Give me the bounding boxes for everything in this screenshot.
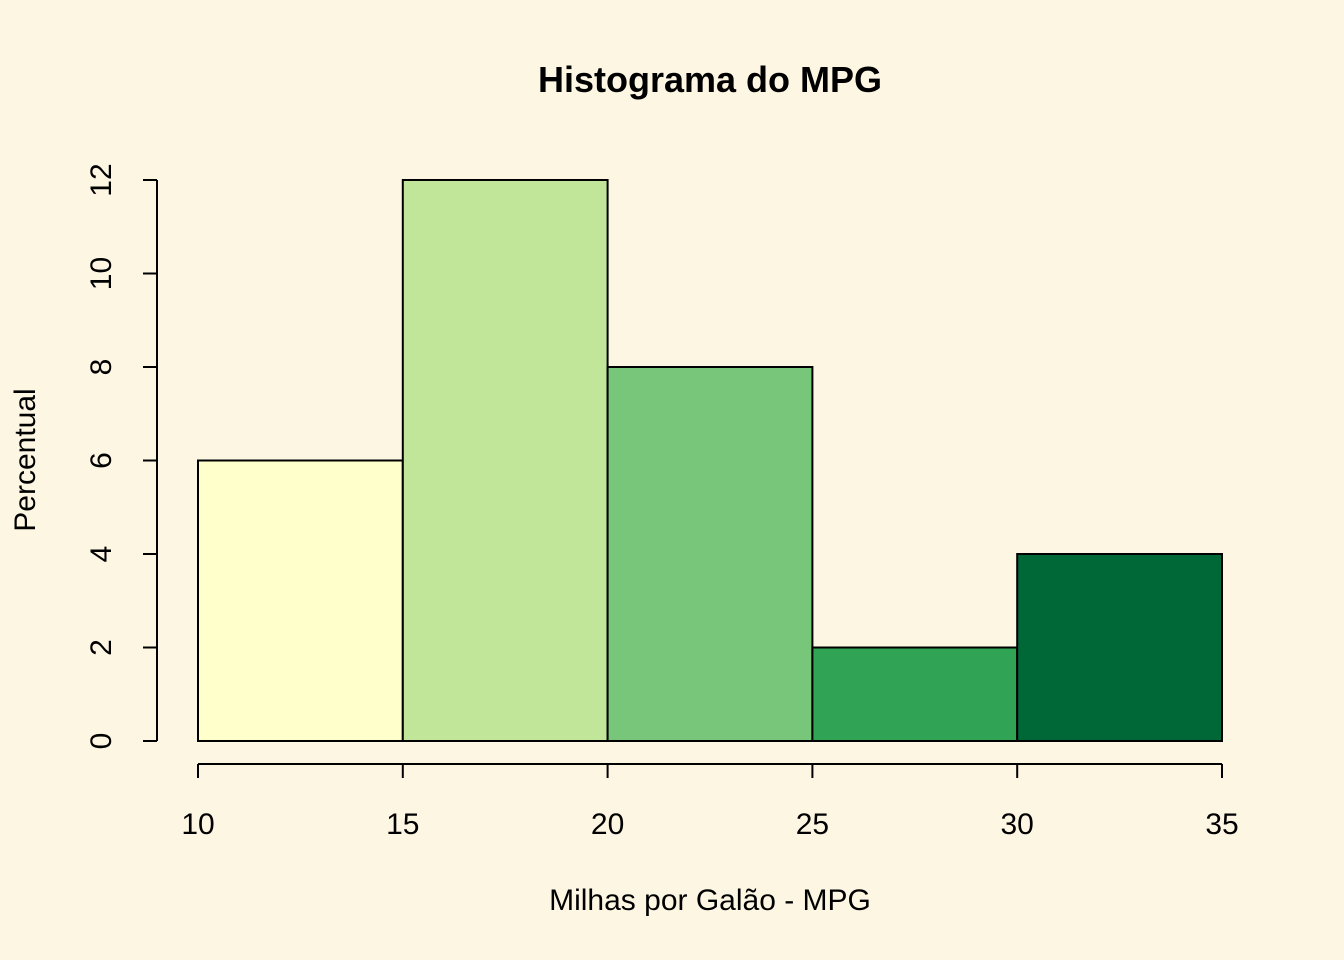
x-tick-label: 35 — [1205, 808, 1238, 841]
x-tick-label: 20 — [591, 808, 624, 841]
histogram-bar-4 — [811, 646, 1019, 742]
histogram-bar-3 — [606, 366, 814, 742]
x-tick-label: 30 — [1001, 808, 1034, 841]
chart-title: Histograma do MPG — [538, 59, 882, 100]
y-tick-label: 12 — [85, 163, 118, 196]
y-tick-label: 8 — [85, 359, 118, 376]
x-axis: 10 15 20 25 30 35 — [181, 763, 1239, 841]
histogram-bar-5 — [1016, 553, 1224, 742]
y-tick-label: 2 — [85, 639, 118, 656]
y-tick-label: 6 — [85, 452, 118, 469]
histogram-bar-2 — [401, 179, 609, 742]
x-tick-label: 15 — [386, 808, 419, 841]
x-tick-label: 10 — [181, 808, 214, 841]
y-tick-label: 0 — [85, 733, 118, 750]
y-axis: 0 2 4 6 8 10 12 — [85, 163, 158, 750]
histogram-bar-1 — [197, 459, 404, 742]
y-tick-label: 4 — [85, 546, 118, 563]
y-tick-label: 10 — [85, 257, 118, 290]
x-axis-label: Milhas por Galão - MPG — [549, 884, 871, 917]
x-tick-label: 25 — [796, 808, 829, 841]
y-axis-label: Percentual — [9, 388, 42, 531]
bars-group — [197, 179, 1224, 742]
